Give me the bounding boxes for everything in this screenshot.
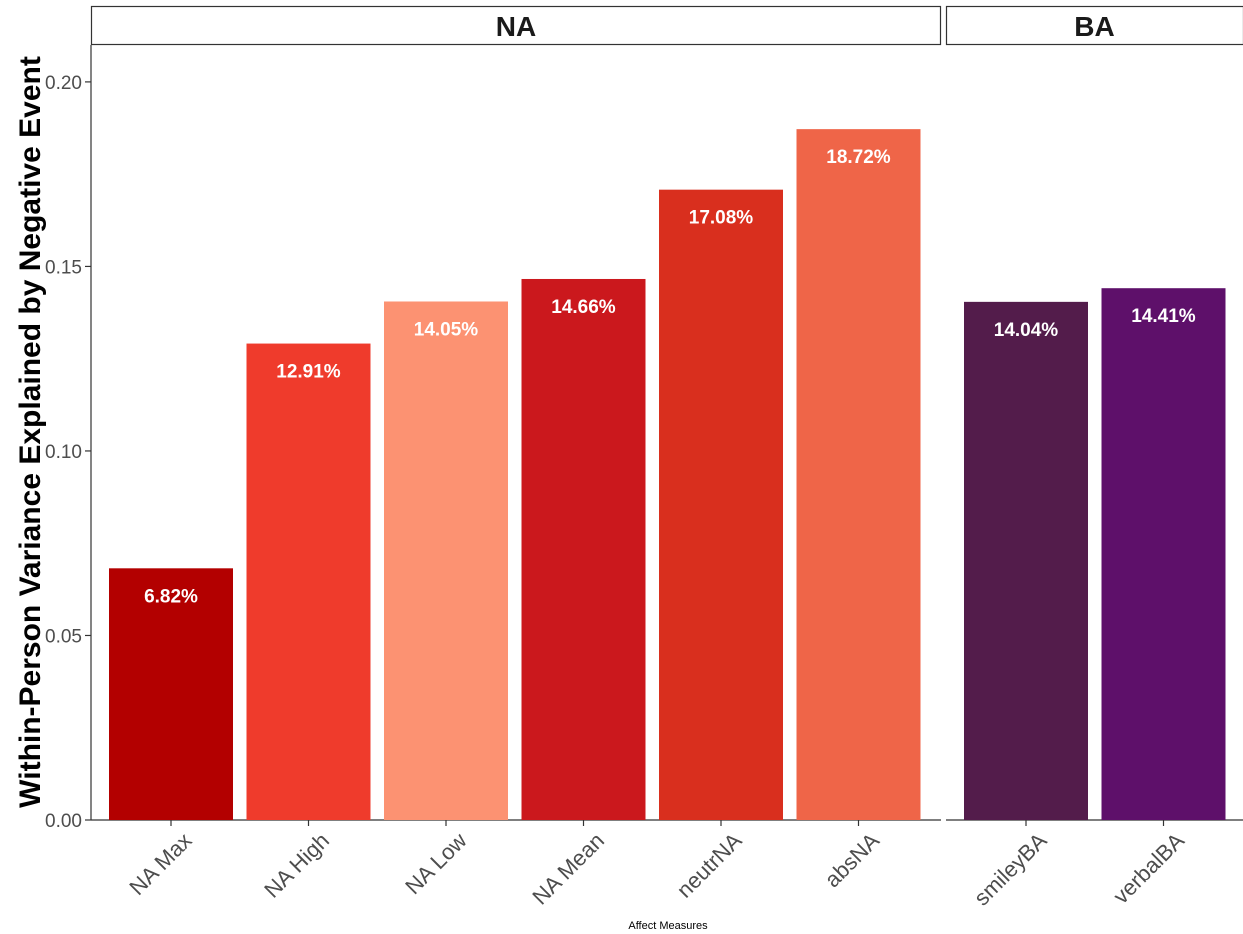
x-tick-label: NA Mean bbox=[527, 828, 609, 910]
x-tick-label: verbalBA bbox=[1108, 828, 1189, 909]
y-tick-label: 0.20 bbox=[45, 73, 82, 94]
bar bbox=[109, 568, 233, 820]
y-axis-title: Within-Person Variance Explained by Nega… bbox=[14, 56, 47, 808]
bar-value-label: 14.66% bbox=[551, 297, 616, 318]
facet-panels: 0.00 0.05 0.10 0.15 0.20 NA 6.82% NA Max 12.91% N… bbox=[45, 5, 1243, 911]
bar-value-label: 17.08% bbox=[689, 208, 754, 229]
y-tick-label: 0.10 bbox=[45, 442, 82, 463]
y-tick-label: 0.00 bbox=[45, 811, 82, 832]
x-tick-label: NA Low bbox=[400, 828, 471, 899]
x-tick-label: absNA bbox=[820, 828, 885, 893]
facet-strip-label: NA bbox=[496, 11, 536, 42]
bar bbox=[796, 129, 921, 821]
bar-value-label: 6.82% bbox=[144, 586, 198, 607]
y-tick-label: 0.15 bbox=[45, 257, 82, 278]
bar-value-label: 14.05% bbox=[414, 319, 479, 340]
y-tick-label: 0.05 bbox=[45, 626, 82, 647]
x-tick-label: neutrNA bbox=[672, 828, 747, 903]
facet-strip-na bbox=[90, 5, 942, 46]
bar bbox=[384, 301, 508, 820]
bar bbox=[246, 343, 371, 820]
bar-value-label: 12.91% bbox=[276, 362, 341, 383]
x-axis-title: Affect Measures bbox=[628, 920, 708, 932]
bar bbox=[659, 189, 783, 820]
bar bbox=[1101, 288, 1226, 820]
bar bbox=[964, 301, 1088, 820]
x-tick-label: NA Max bbox=[124, 828, 196, 900]
facet-strip-label: BA bbox=[1074, 11, 1114, 42]
x-tick-label: smileyBA bbox=[969, 828, 1052, 911]
facet-strip-ba bbox=[945, 5, 1243, 46]
bar-value-label: 18.72% bbox=[826, 147, 891, 168]
bar-value-label: 14.04% bbox=[994, 320, 1059, 341]
x-tick-label: NA High bbox=[259, 828, 334, 903]
bar bbox=[521, 278, 646, 820]
bar-value-label: 14.41% bbox=[1131, 306, 1196, 327]
